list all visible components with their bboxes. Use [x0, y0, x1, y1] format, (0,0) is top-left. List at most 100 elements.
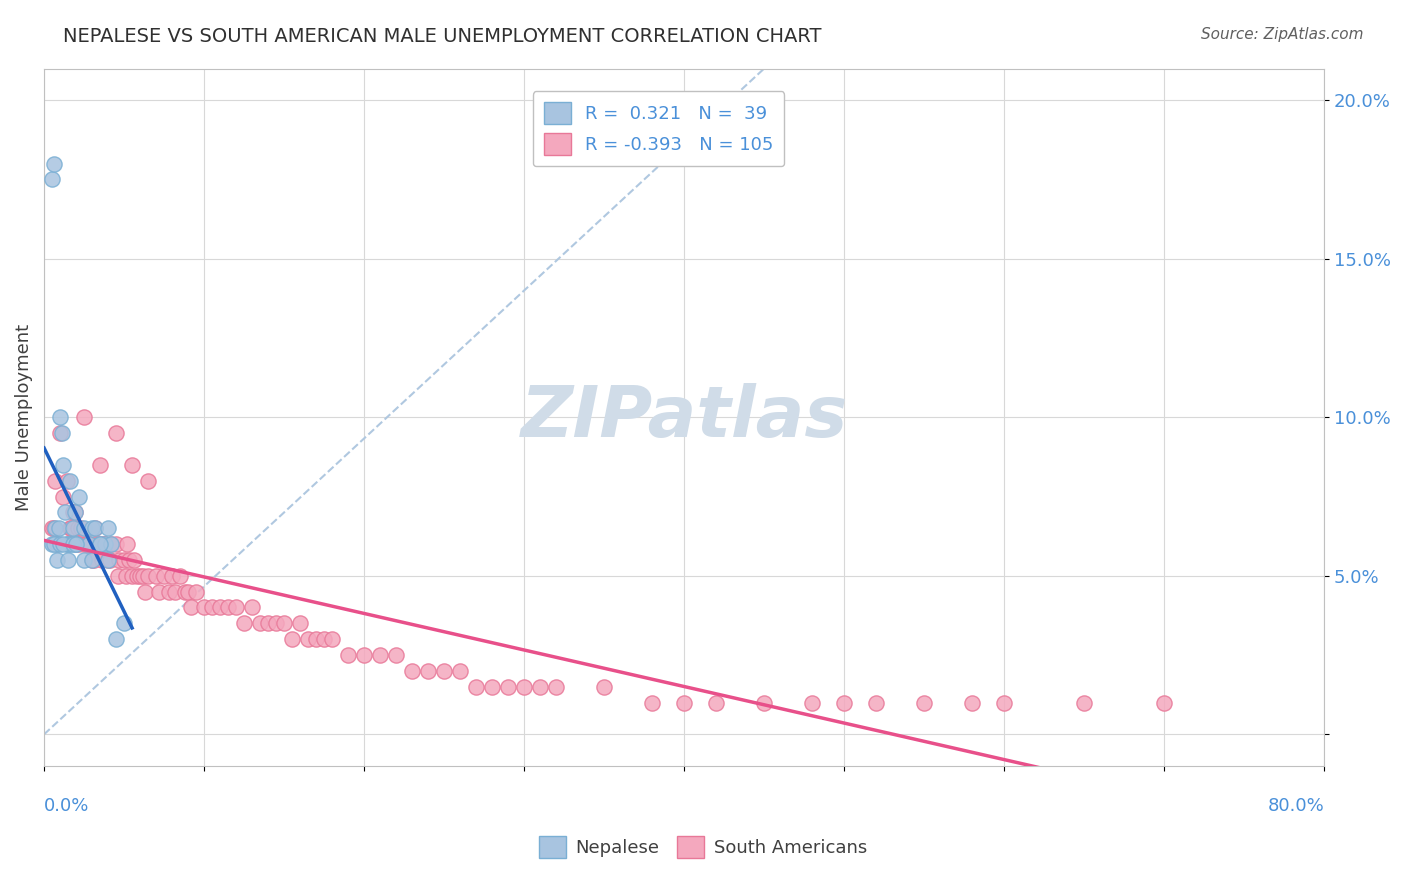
Point	[513, 680, 536, 694]
Point	[65, 537, 87, 551]
Point	[153, 568, 176, 582]
Point	[77, 537, 100, 551]
Point	[353, 648, 375, 662]
Point	[529, 680, 551, 694]
Point	[51, 426, 73, 441]
Point	[84, 521, 107, 535]
Point	[160, 568, 183, 582]
Point	[55, 537, 77, 551]
Point	[257, 616, 280, 631]
Point	[44, 521, 66, 535]
Point	[177, 584, 200, 599]
Point	[98, 553, 121, 567]
Point	[832, 696, 855, 710]
Point	[433, 664, 456, 678]
Point	[60, 521, 83, 535]
Point	[94, 537, 117, 551]
Point	[321, 632, 343, 647]
Point	[136, 568, 159, 582]
Point	[41, 172, 63, 186]
Point	[481, 680, 503, 694]
Point	[73, 521, 96, 535]
Point	[264, 616, 287, 631]
Point	[75, 537, 97, 551]
Point	[1073, 696, 1095, 710]
Point	[82, 553, 104, 567]
Legend: Nepalese, South Americans: Nepalese, South Americans	[531, 829, 875, 865]
Point	[641, 696, 664, 710]
Point	[754, 696, 776, 710]
Point	[53, 505, 76, 519]
Point	[273, 616, 295, 631]
Point	[1153, 696, 1175, 710]
Point	[86, 537, 108, 551]
Point	[912, 696, 935, 710]
Point	[59, 521, 82, 535]
Point	[117, 537, 139, 551]
Point	[89, 537, 111, 551]
Legend: R =  0.321   N =  39, R = -0.393   N = 105: R = 0.321 N = 39, R = -0.393 N = 105	[533, 92, 785, 166]
Point	[217, 600, 239, 615]
Point	[66, 521, 89, 535]
Point	[122, 553, 145, 567]
Point	[132, 568, 155, 582]
Text: 0.0%: 0.0%	[44, 797, 90, 814]
Point	[42, 537, 65, 551]
Point	[337, 648, 360, 662]
Point	[49, 426, 72, 441]
Point	[314, 632, 336, 647]
Point	[180, 600, 202, 615]
Text: ZIPatlas: ZIPatlas	[520, 383, 848, 451]
Point	[209, 600, 232, 615]
Point	[546, 680, 568, 694]
Point	[67, 490, 90, 504]
Text: 80.0%: 80.0%	[1268, 797, 1324, 814]
Point	[184, 584, 207, 599]
Point	[114, 568, 136, 582]
Point	[960, 696, 983, 710]
Point	[70, 521, 93, 535]
Point	[91, 537, 114, 551]
Point	[704, 696, 727, 710]
Point	[49, 537, 72, 551]
Point	[97, 521, 120, 535]
Point	[100, 537, 122, 551]
Point	[593, 680, 616, 694]
Point	[63, 505, 86, 519]
Point	[41, 521, 63, 535]
Point	[121, 568, 143, 582]
Point	[45, 537, 67, 551]
Point	[105, 426, 128, 441]
Point	[418, 664, 440, 678]
Point	[165, 584, 187, 599]
Point	[865, 696, 887, 710]
Point	[62, 505, 84, 519]
Point	[90, 553, 112, 567]
Point	[121, 458, 143, 472]
Point	[107, 568, 129, 582]
Point	[41, 537, 63, 551]
Point	[401, 664, 423, 678]
Text: Source: ZipAtlas.com: Source: ZipAtlas.com	[1201, 27, 1364, 42]
Point	[89, 537, 111, 551]
Point	[108, 553, 131, 567]
Point	[82, 553, 104, 567]
Point	[305, 632, 328, 647]
Point	[52, 537, 75, 551]
Point	[76, 537, 98, 551]
Point	[56, 537, 79, 551]
Point	[801, 696, 824, 710]
Point	[56, 553, 79, 567]
Point	[73, 553, 96, 567]
Point	[288, 616, 311, 631]
Point	[77, 537, 100, 551]
Point	[94, 537, 117, 551]
Point	[169, 568, 191, 582]
Point	[993, 696, 1015, 710]
Point	[118, 553, 141, 567]
Point	[73, 537, 96, 551]
Point	[240, 600, 263, 615]
Point	[465, 680, 488, 694]
Point	[97, 553, 120, 567]
Point	[49, 410, 72, 425]
